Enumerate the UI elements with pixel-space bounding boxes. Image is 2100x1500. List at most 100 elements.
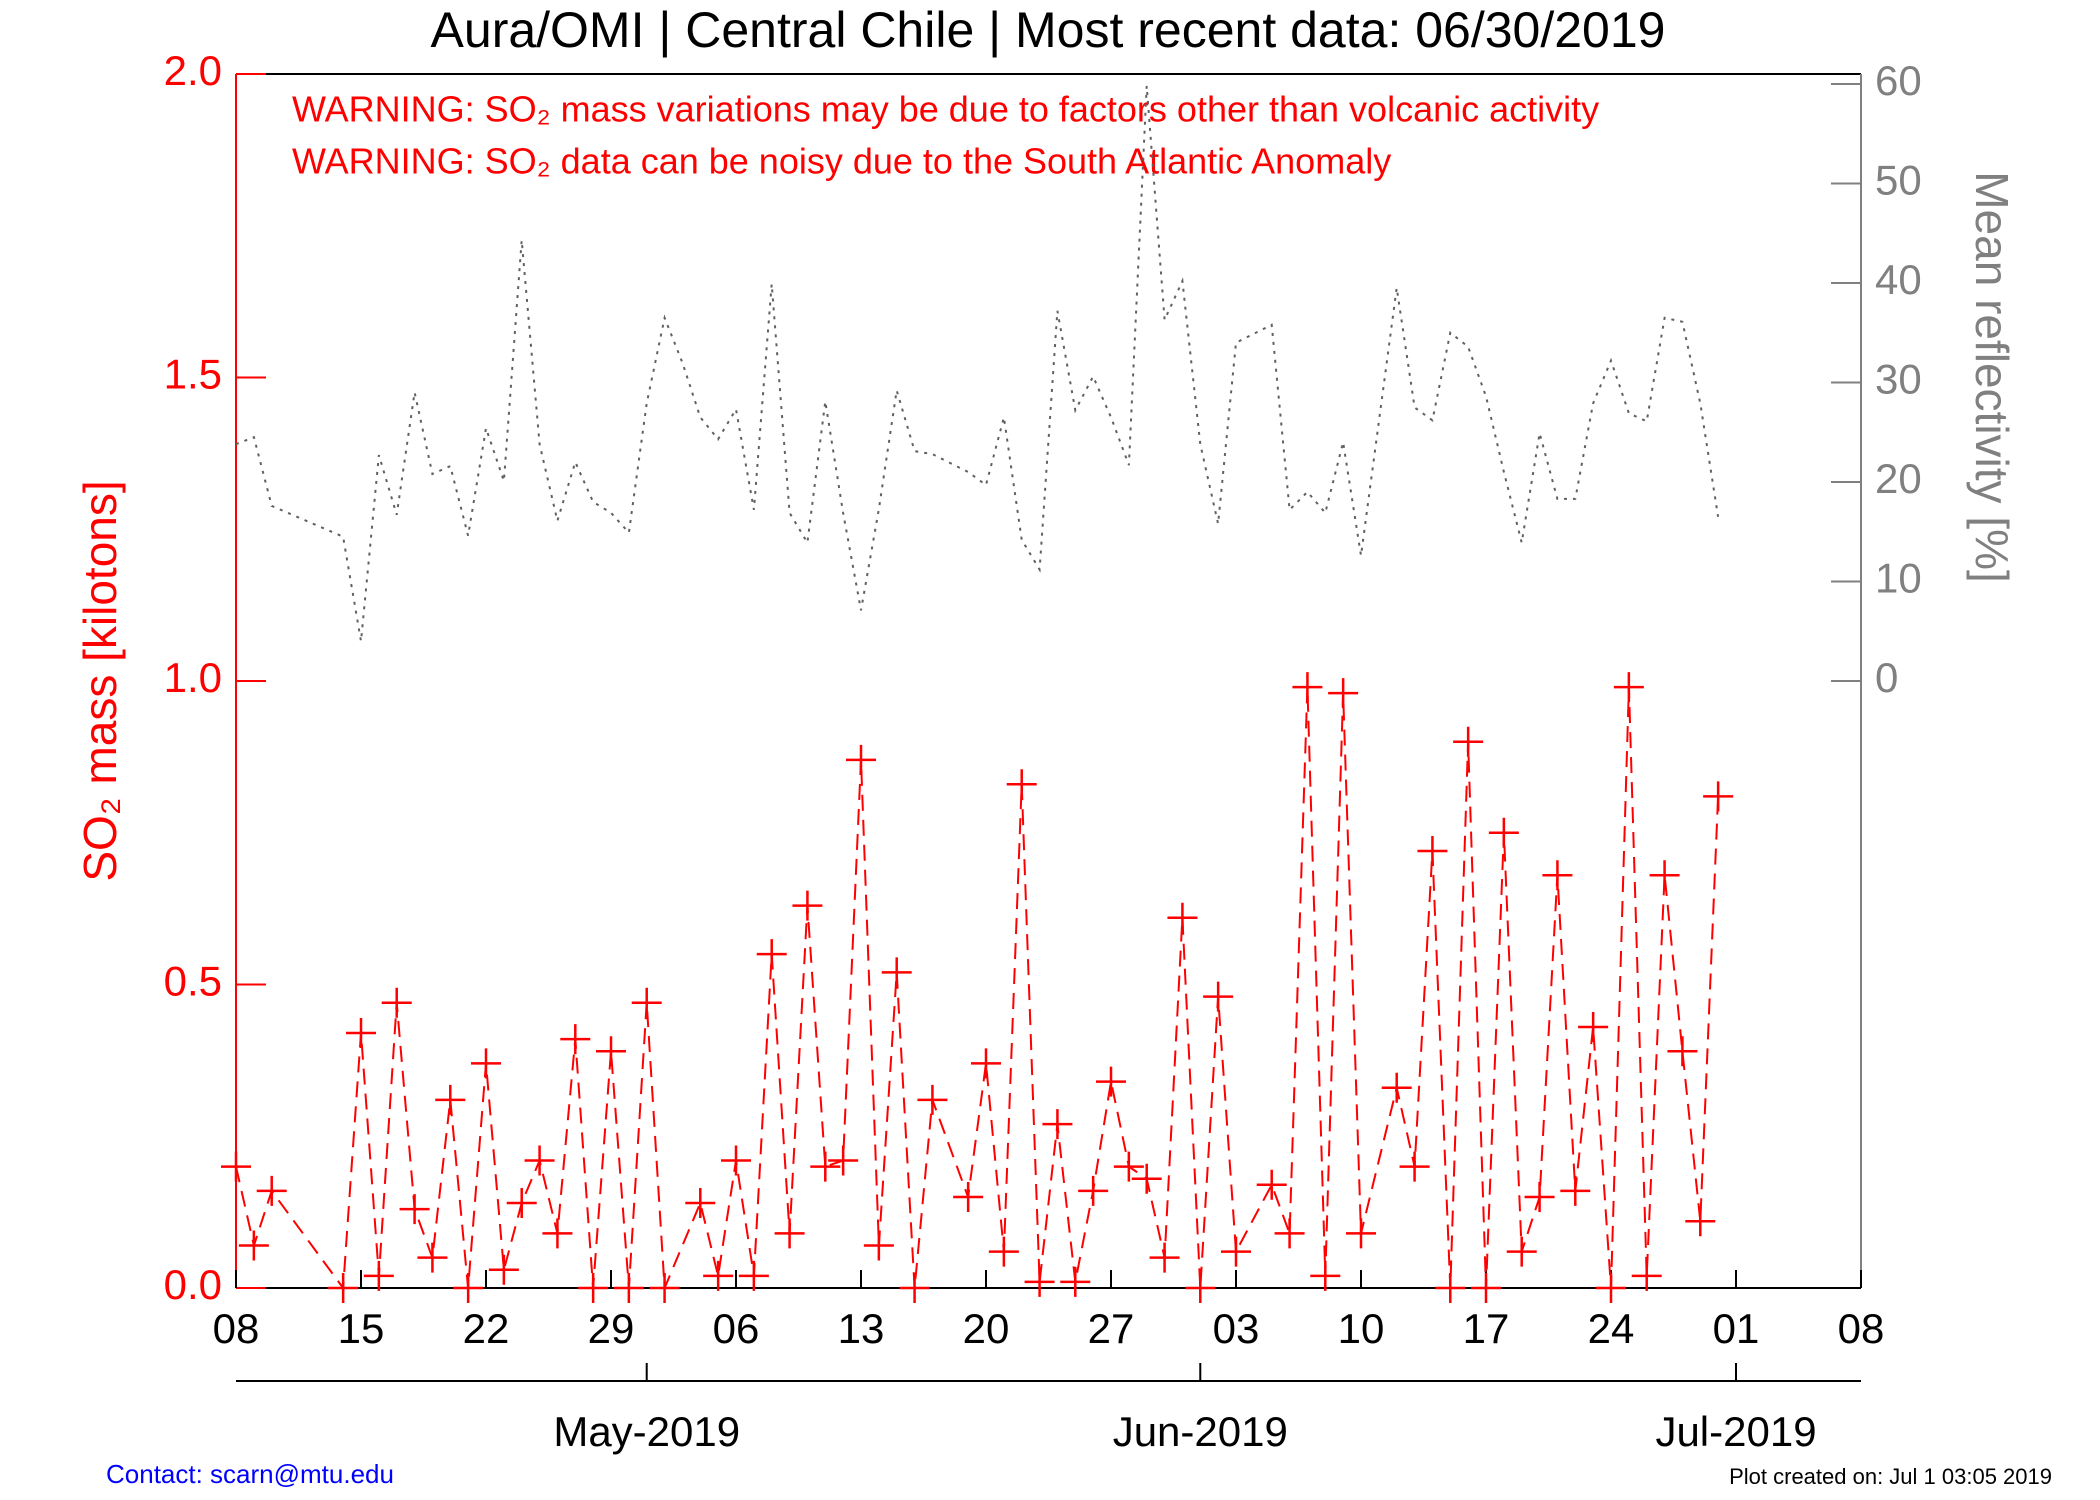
plus-marker — [560, 1024, 591, 1055]
plus-marker — [1149, 1242, 1180, 1273]
plus-marker — [881, 957, 912, 988]
plus-marker — [1453, 726, 1484, 757]
plus-marker — [1078, 1175, 1109, 1206]
plus-marker — [631, 987, 662, 1018]
plus-marker — [1221, 1236, 1251, 1267]
x-tick-label: 20 — [963, 1305, 1010, 1352]
plus-marker — [1703, 781, 1734, 812]
plus-marker — [221, 1151, 251, 1182]
plus-marker — [792, 890, 823, 921]
y-tick-label: 2.0 — [164, 47, 222, 94]
chart-title: Aura/OMI | Central Chile | Most recent d… — [431, 2, 1666, 58]
x-tick-label: 03 — [1213, 1305, 1260, 1352]
x-tick-label: 13 — [838, 1305, 885, 1352]
plus-marker — [363, 1260, 394, 1291]
plus-marker — [613, 1273, 644, 1303]
plus-marker — [971, 1048, 1001, 1079]
plus-marker — [917, 1084, 948, 1115]
y-tick-label: 0.5 — [164, 958, 222, 1005]
plus-marker — [1471, 1273, 1501, 1303]
month-label: May-2019 — [553, 1408, 740, 1455]
x-tick-label: 08 — [213, 1305, 260, 1352]
plus-marker — [435, 1084, 466, 1115]
plus-marker — [399, 1194, 430, 1225]
x-tick-label: 22 — [463, 1305, 510, 1352]
plus-marker — [1488, 817, 1519, 848]
plus-marker — [1631, 1260, 1662, 1291]
plus-marker — [1381, 1072, 1412, 1103]
plus-marker — [1328, 678, 1359, 709]
x-tick-label: 17 — [1463, 1305, 1510, 1352]
plus-marker — [899, 1273, 930, 1303]
plus-marker — [1292, 672, 1323, 703]
plus-marker — [1613, 672, 1644, 703]
y2-tick-label: 20 — [1875, 455, 1922, 502]
plus-marker — [524, 1145, 555, 1176]
y-tick-label: 1.0 — [164, 654, 222, 701]
x-tick-label: 29 — [588, 1305, 635, 1352]
y2-tick-label: 50 — [1875, 157, 1922, 204]
plus-marker — [256, 1175, 287, 1206]
month-label: Jul-2019 — [1655, 1408, 1816, 1455]
plus-marker — [1667, 1036, 1698, 1067]
plus-marker — [488, 1254, 519, 1285]
plus-marker — [1131, 1163, 1162, 1194]
plus-marker — [1435, 1273, 1466, 1303]
y-tick-label: 0.0 — [164, 1261, 222, 1308]
plus-marker — [846, 744, 876, 775]
plus-marker — [596, 1036, 626, 1067]
plus-marker — [863, 1230, 894, 1261]
plus-marker — [738, 1260, 769, 1291]
x-tick-label: 06 — [713, 1305, 760, 1352]
x-tick-label: 27 — [1088, 1305, 1135, 1352]
plus-marker — [1578, 1011, 1609, 1042]
plus-marker — [381, 987, 412, 1018]
plus-marker — [1524, 1181, 1555, 1212]
plus-marker — [346, 1018, 376, 1049]
plus-marker — [1256, 1169, 1287, 1200]
y2-tick-label: 30 — [1875, 356, 1922, 403]
plus-marker — [1006, 769, 1037, 800]
plus-marker — [453, 1273, 484, 1303]
plot-created: Plot created on: Jul 1 03:05 2019 — [1729, 1464, 2052, 1489]
plus-marker — [1203, 981, 1234, 1012]
y-tick-label: 1.5 — [164, 351, 222, 398]
plus-marker — [238, 1230, 269, 1261]
plus-marker — [685, 1188, 716, 1219]
plus-marker — [1185, 1273, 1216, 1303]
plus-marker — [417, 1242, 448, 1273]
plus-marker — [506, 1188, 537, 1219]
plus-marker — [1042, 1109, 1073, 1140]
x-tick-label: 24 — [1588, 1305, 1635, 1352]
x-tick-label: 08 — [1838, 1305, 1885, 1352]
x-tick-label: 15 — [338, 1305, 385, 1352]
plus-marker — [1596, 1273, 1626, 1303]
plus-marker — [328, 1273, 359, 1303]
plus-marker — [1167, 902, 1198, 933]
plus-marker — [1310, 1260, 1341, 1291]
plus-marker — [810, 1151, 841, 1182]
plus-marker — [1096, 1066, 1126, 1097]
contact: Contact: scarn@mtu.edu — [106, 1459, 394, 1489]
plus-marker — [756, 939, 787, 970]
y2-tick-label: 40 — [1875, 256, 1922, 303]
plus-marker — [578, 1273, 609, 1303]
plus-marker — [988, 1236, 1019, 1267]
y2-axis-label: Mean reflectivity [%] — [1966, 171, 2018, 583]
plus-marker — [1113, 1151, 1144, 1182]
y-axis-label: SO₂ mass [kilotons] — [74, 480, 126, 881]
plus-marker — [1417, 835, 1448, 866]
plus-marker — [542, 1218, 573, 1249]
plus-marker — [1346, 1218, 1376, 1249]
plus-marker — [1506, 1236, 1537, 1267]
plus-marker — [471, 1048, 501, 1079]
y2-tick-label: 10 — [1875, 555, 1922, 602]
plus-marker — [1560, 1175, 1591, 1206]
plus-marker — [774, 1218, 805, 1249]
y2-tick-label: 0 — [1875, 654, 1898, 701]
warning: WARNING: SO₂ data can be noisy due to th… — [292, 141, 1391, 182]
y2-tick-label: 60 — [1875, 57, 1922, 104]
plus-marker — [953, 1181, 984, 1212]
